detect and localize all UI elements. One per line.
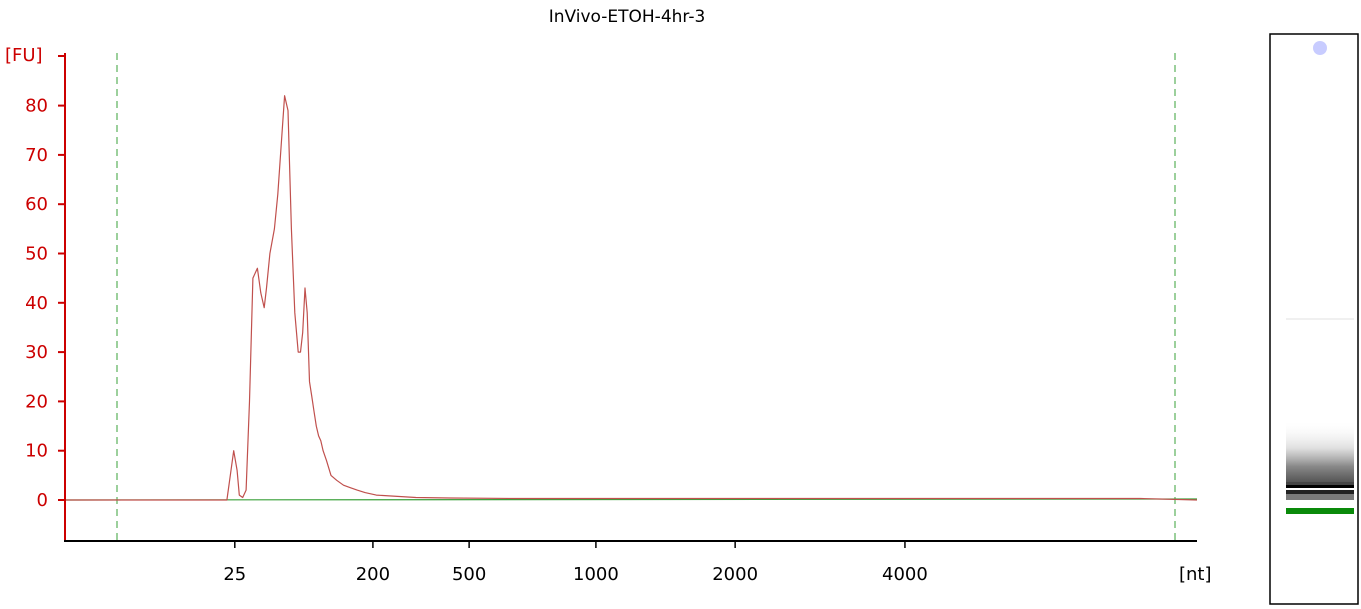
baseline-trace-line [64,498,1198,501]
y-tick-label: 60 [25,194,48,215]
gel-sample-bubble [1313,41,1327,55]
series-layer [64,95,1198,501]
gel-marker-band [1286,508,1354,514]
x-axis-ticks: 25 200 500 1000 2000 4000 [223,541,928,585]
x-tick-label: 2000 [712,564,758,585]
x-tick-label: 200 [356,564,390,585]
gel-band-fade [1286,494,1354,500]
chart-title: InVivo-ETOH-4hr-3 [549,7,706,27]
gel-faint-band [1286,318,1354,320]
x-tick-label: 25 [223,564,246,585]
y-tick-label: 0 [37,490,48,511]
gel-main-band-core [1286,485,1354,488]
gel-lane [1269,33,1359,605]
y-tick-label: 50 [25,244,48,265]
gel-smear [1286,420,1354,482]
marker-lines [116,53,1176,541]
x-tick-label: 1000 [573,564,619,585]
y-tick-label: 80 [25,96,48,117]
y-axis-label: [FU] [5,45,43,66]
x-axis-label: [nt] [1179,564,1212,585]
x-tick-label: 4000 [882,564,928,585]
y-tick-label: 10 [25,441,48,462]
gel-band-lower [1286,490,1354,494]
sample-trace-line [65,95,1198,501]
y-tick-label: 20 [25,391,48,412]
y-tick-label: 30 [25,342,48,363]
y-tick-label: 40 [25,293,48,314]
x-tick-label: 500 [452,564,486,585]
y-axis-ticks: 0 10 20 30 40 50 60 70 80 [25,55,65,511]
y-tick-label: 70 [25,145,48,166]
